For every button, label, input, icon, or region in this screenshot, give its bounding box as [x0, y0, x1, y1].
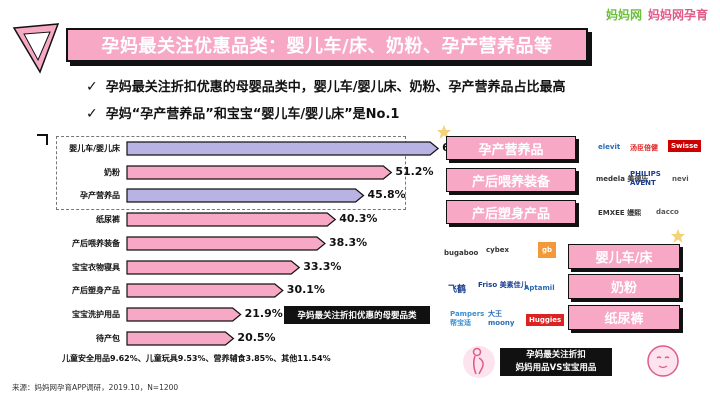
- category-label: 宝宝衣物寝具: [72, 262, 120, 272]
- brand-logo-item: dacco: [656, 208, 679, 216]
- mom-category-shaping: 产后塑身产品: [446, 200, 576, 224]
- source-note: 来源：妈妈网孕育APP调研，2019.10，N=1200: [12, 383, 179, 392]
- logo-right: 妈妈网孕育: [647, 8, 708, 22]
- brand-logo-item: PHILIPS AVENT: [630, 170, 661, 187]
- brand-logo-item: EMXEE 嫚熙: [598, 209, 642, 217]
- brand-logo-item: nevi: [672, 175, 689, 183]
- chart-series-label: 孕妈最关注折扣优惠的母婴品类: [284, 306, 430, 324]
- top3-highlight-box: [56, 136, 406, 210]
- brand-logo-item: medela 美德乐: [596, 175, 649, 183]
- bullet-2: ✓ 孕妈“孕产营养品”和宝宝“婴儿车/婴儿床”是No.1: [86, 106, 400, 122]
- brand-logo: 妈妈网 妈妈网孕育: [606, 6, 708, 23]
- category-label: 产后塑身产品: [72, 286, 120, 296]
- brand-logo-item: Huggies: [526, 314, 565, 326]
- bar: [126, 212, 337, 227]
- baby-category-stroller: 婴儿车/床: [568, 244, 680, 269]
- value-label: 30.1%: [286, 283, 325, 297]
- value-label: 21.9%: [244, 306, 283, 320]
- brand-logo-item: 大王 moony: [488, 310, 515, 327]
- bar: [126, 307, 242, 322]
- brand-logo-item: 飞鹤: [448, 285, 467, 295]
- brand-logo-item: Swisse: [668, 140, 701, 152]
- baby-face-icon: [647, 345, 679, 377]
- check-icon: ✓: [86, 106, 98, 122]
- bar: [126, 259, 301, 275]
- brand-logo-item: cybex: [486, 246, 509, 254]
- check-icon: ✓: [86, 79, 98, 95]
- mom-category-nutrition: 孕产营养品: [446, 136, 576, 160]
- arrow-decoration-icon: [37, 134, 48, 145]
- value-label: 38.3%: [328, 235, 368, 249]
- value-label: 20.5%: [237, 330, 276, 344]
- value-label: 40.3%: [339, 212, 378, 226]
- baby-category-diapers: 纸尿裤: [568, 305, 680, 330]
- star-decoration-icon: [671, 229, 685, 243]
- value-label: 33.3%: [303, 259, 342, 273]
- category-label: 宝宝洗护用品: [72, 309, 120, 319]
- category-label: 待产包: [96, 333, 120, 343]
- bar: [126, 330, 235, 346]
- category-label: 纸尿裤: [96, 215, 120, 225]
- mom-vs-baby-label: 孕妈最关注折扣 妈妈用品VS宝宝用品: [500, 348, 612, 376]
- page-title: 孕妈最关注优惠品类：婴儿车/床、奶粉、孕产营养品等: [66, 28, 588, 62]
- brand-logo-item: Aptamil: [524, 284, 555, 292]
- bar: [126, 283, 284, 298]
- brand-logo-item: Friso 美素佳儿: [478, 281, 528, 289]
- logo-left: 妈妈网: [605, 8, 642, 22]
- brand-logo-item: Pampers 帮宝适: [450, 310, 485, 327]
- category-label: 产后喂养装备: [72, 238, 120, 248]
- brand-logo-item: gb: [538, 242, 557, 258]
- brand-logo-item: 汤臣倍健: [630, 144, 658, 152]
- bar: [126, 236, 326, 251]
- bullet-1: ✓ 孕妈最关注折扣优惠的母婴品类中，婴儿车/婴儿床、奶粉、孕产营养品占比最高: [86, 79, 566, 95]
- brand-logo-item: bugaboo: [444, 249, 479, 257]
- brand-logo-item: elevit: [598, 143, 621, 151]
- star-decoration-icon: [437, 125, 451, 139]
- baby-category-formula: 奶粉: [568, 274, 680, 299]
- mom-category-feeding: 产后喂养装备: [446, 168, 576, 192]
- pregnant-woman-icon: [463, 346, 495, 378]
- chart-footnote: 儿童安全用品9.62%、儿童玩具9.53%、营养辅食3.85%、其他11.54%: [62, 354, 331, 363]
- page-title-text: 孕妈最关注优惠品类：婴儿车/床、奶粉、孕产营养品等: [101, 36, 553, 57]
- triangle-decoration-icon: [12, 23, 60, 74]
